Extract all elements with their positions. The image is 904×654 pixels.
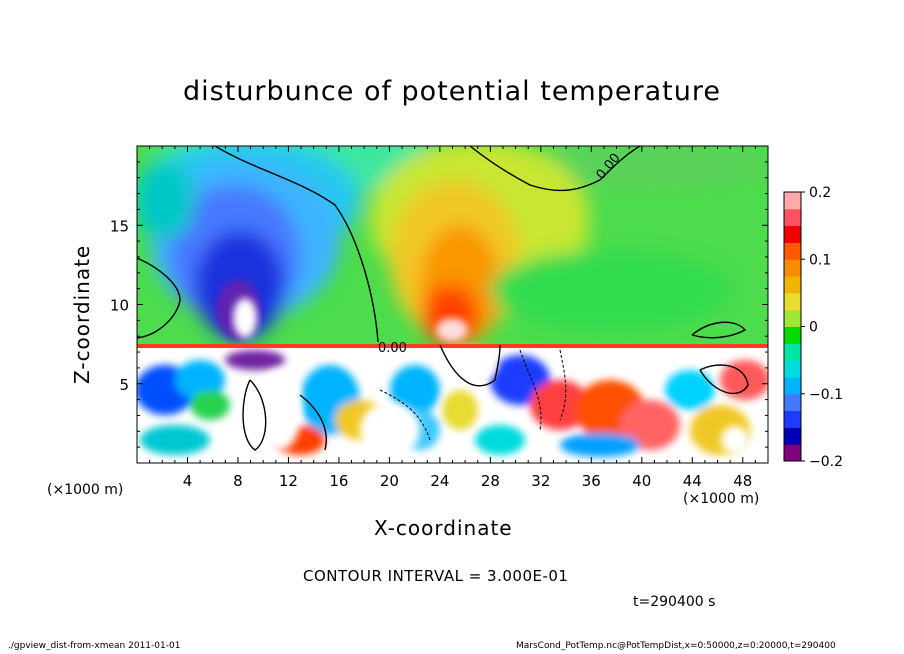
contour-interval: CONTOUR INTERVAL = 3.000E-01 xyxy=(303,567,569,585)
colorbar-swatch xyxy=(784,444,801,462)
x-tick-label: 40 xyxy=(632,472,651,490)
colorbar-swatch xyxy=(784,376,801,395)
colorbar-swatch xyxy=(784,326,801,344)
x-tick-label: 44 xyxy=(683,472,702,490)
x-tick-label: 20 xyxy=(380,472,399,490)
time-label: t=290400 s xyxy=(633,594,716,610)
colorbar-tick-label: −0.2 xyxy=(809,454,843,470)
colorbar-tick-label: 0.2 xyxy=(809,185,831,201)
x-tick-label: 8 xyxy=(233,472,243,490)
colorbar-swatch xyxy=(784,427,801,445)
x-tick-label: 16 xyxy=(329,472,348,490)
x-unit-right: (×1000 m) xyxy=(683,491,760,507)
colorbar-swatch xyxy=(784,192,801,210)
colorbar-swatch xyxy=(784,208,801,227)
y-tick-label: 15 xyxy=(110,217,129,235)
colorbar-swatch xyxy=(784,276,801,294)
colorbar-swatch xyxy=(784,343,801,361)
colorbar-swatch xyxy=(784,225,801,243)
y-tick-label: 5 xyxy=(119,376,129,394)
footer-right: MarsCond_PotTemp.nc@PotTempDist,x=0:5000… xyxy=(516,641,836,651)
colorbar-swatch xyxy=(784,410,801,428)
colorbar-tick-label: −0.1 xyxy=(809,387,843,403)
colorbar-swatch xyxy=(784,360,801,378)
footer-left: ./gpview_dist-from-xmean 2011-01-01 xyxy=(8,641,181,651)
colorbar-tick-label: 0 xyxy=(809,320,818,336)
colorbar-tick-label: 0.1 xyxy=(809,252,831,268)
colorbar-swatch xyxy=(784,309,801,327)
contour-lines xyxy=(137,146,749,451)
colorbar-swatch xyxy=(784,292,801,311)
x-tick-label: 36 xyxy=(582,472,601,490)
contour-label: 0.00 xyxy=(378,341,407,356)
chart-title: disturbunce of potential temperature xyxy=(183,76,721,107)
colorbar-swatch xyxy=(784,393,801,412)
x-axis: 4 8 12 16 20 24 28 32 36 40 44 48 xyxy=(149,146,756,490)
y-tick-label: 10 xyxy=(110,297,129,315)
colorbar-swatch xyxy=(784,259,801,277)
x-tick-label: 32 xyxy=(531,472,550,490)
x-tick-label: 48 xyxy=(733,472,752,490)
x-axis-label: X-coordinate xyxy=(374,516,513,540)
x-tick-label: 4 xyxy=(183,472,193,490)
colorbar: 0.2 0.1 0 −0.1 −0.2 xyxy=(783,185,843,470)
heatmap-field xyxy=(137,146,768,463)
x-unit-left: (×1000 m) xyxy=(47,482,124,498)
y-axis: 5 10 15 xyxy=(110,161,768,448)
colorbar-swatch xyxy=(784,242,801,260)
x-tick-label: 12 xyxy=(279,472,298,490)
y-axis-label: Z-coordinate xyxy=(70,244,94,384)
x-tick-label: 28 xyxy=(481,472,500,490)
x-tick-label: 24 xyxy=(430,472,449,490)
